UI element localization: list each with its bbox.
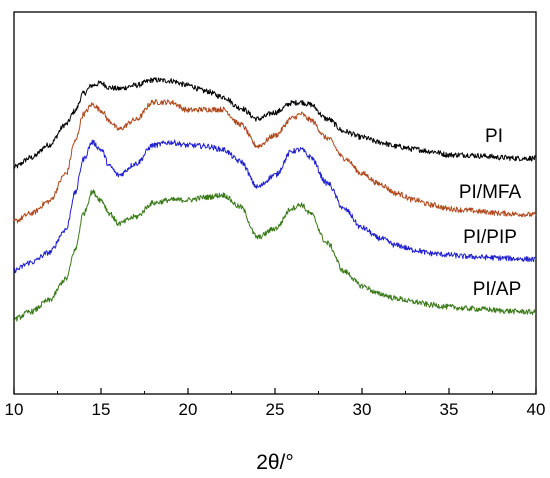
x-tick-label: 40: [527, 400, 546, 419]
x-tick-label: 30: [353, 400, 372, 419]
x-tick-label: 25: [266, 400, 285, 419]
plot-frame: [13, 11, 537, 395]
series-label-pi-mfa: PI/MFA: [459, 182, 522, 203]
series-line-pi-mfa: [13, 99, 537, 224]
series-line-pi-ap: [13, 189, 537, 322]
series-layer: [13, 77, 537, 322]
series-label-pi: PI: [485, 126, 503, 147]
x-tick-label: 10: [5, 400, 24, 419]
series-line-pi-pip: [13, 139, 537, 274]
x-tick-label: 20: [179, 400, 198, 419]
series-label-pi-pip: PI/PIP: [463, 227, 517, 248]
x-tick-label: 35: [440, 400, 459, 419]
series-labels: PI PI/MFA PI/PIP PI/AP: [459, 126, 522, 300]
x-tick-label: 15: [92, 400, 111, 419]
x-axis-title: 2θ/°: [256, 451, 294, 474]
x-axis-ticks: 10 15 20 25 30 35 40: [5, 388, 546, 419]
series-label-pi-ap: PI/AP: [473, 279, 522, 300]
series-line-pi: [13, 77, 537, 169]
